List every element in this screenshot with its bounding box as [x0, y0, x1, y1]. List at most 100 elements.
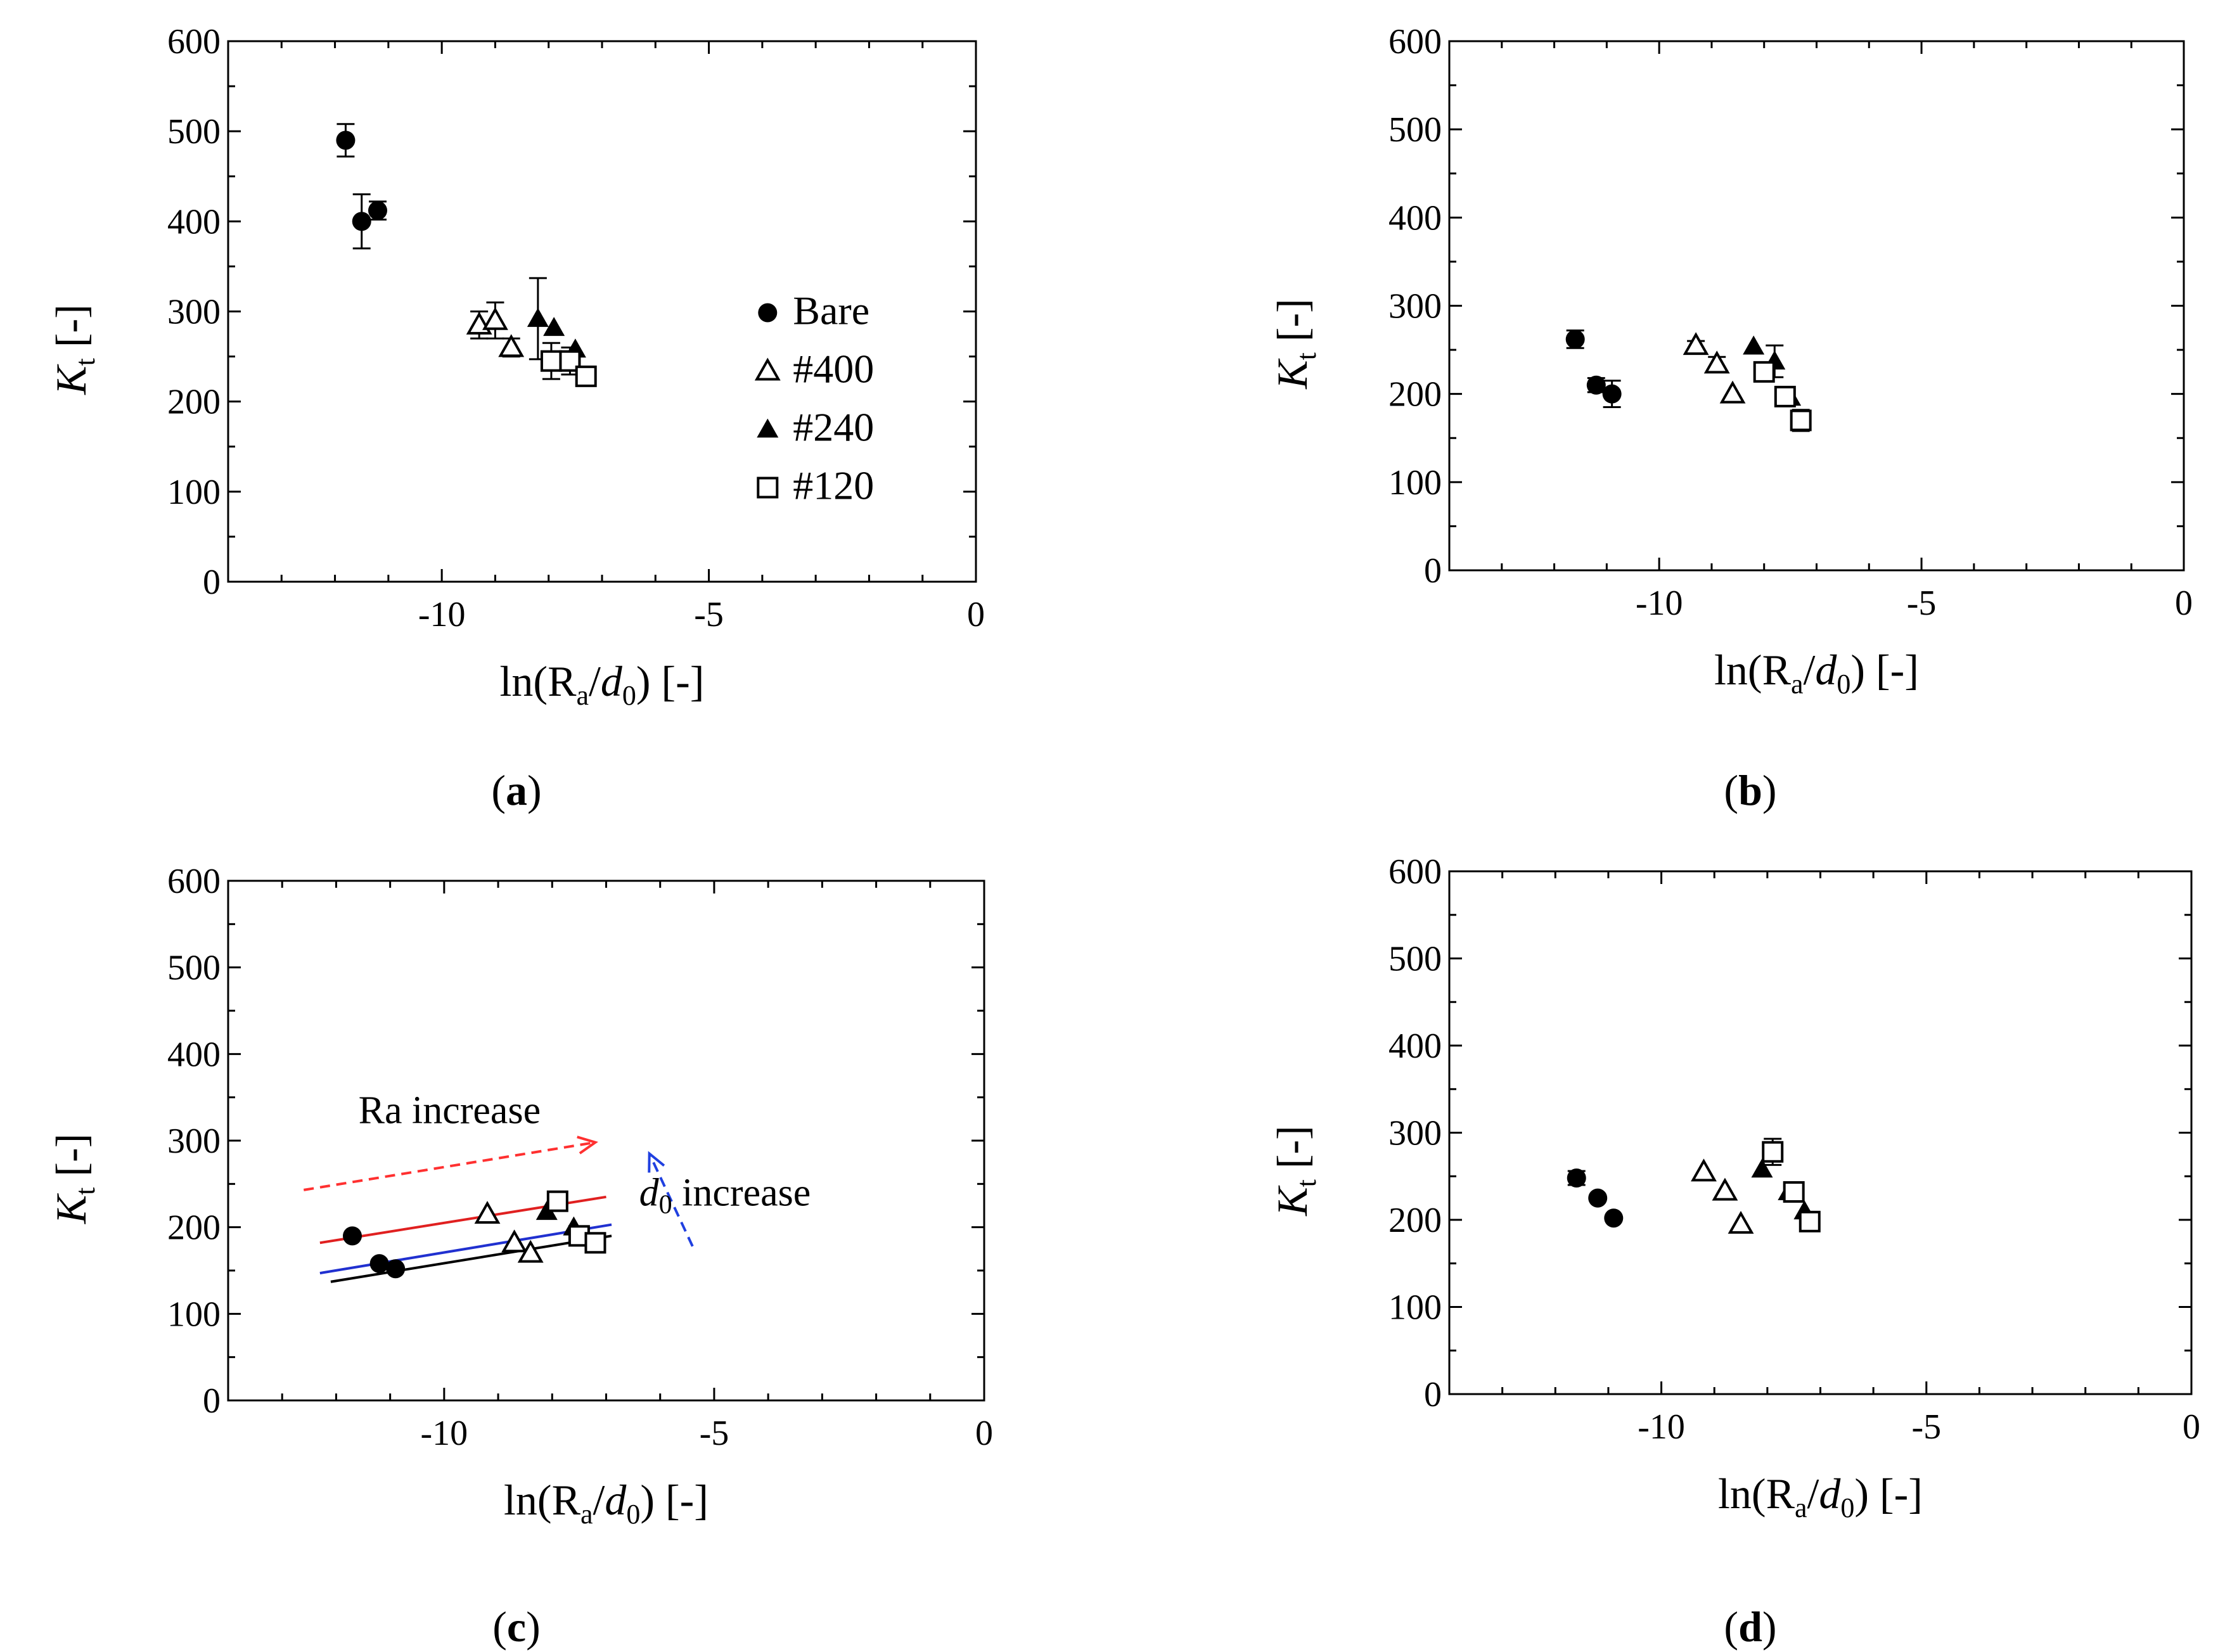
- data-point: [482, 307, 508, 330]
- data-point: [1762, 1141, 1784, 1163]
- x-tick-label: -10: [1636, 584, 1683, 623]
- x-tick-label: -5: [694, 595, 724, 634]
- data-point: [1703, 350, 1730, 374]
- legend-entry: Bare: [758, 288, 869, 333]
- legend: Bare #400 #240 #120: [754, 288, 874, 508]
- series-grit-120: [1753, 361, 1812, 432]
- x-axis-title: ln(Ra/d0) [-]: [1718, 1470, 1923, 1523]
- data-point: [546, 1190, 568, 1212]
- data-point: [386, 1259, 406, 1279]
- y-tick-label: 300: [1388, 287, 1442, 326]
- ra-increase-label: Ra increase: [359, 1089, 541, 1132]
- series-grit-400: [466, 301, 525, 358]
- y-tick-label: 500: [167, 112, 221, 151]
- blue-fit-line: [319, 1223, 612, 1275]
- data-point: [1588, 1188, 1608, 1208]
- ra-increase-arrow: [303, 1136, 598, 1191]
- y-tick-label: 200: [1388, 375, 1442, 414]
- black-fit-line: [330, 1234, 612, 1283]
- series-grit-400: [1683, 332, 1746, 404]
- y-tick-label: 200: [167, 1208, 221, 1248]
- series-bare: [1565, 329, 1622, 409]
- y-tick-label: 600: [1388, 22, 1442, 61]
- legend-entry: #400: [754, 347, 874, 392]
- x-tick-label: 0: [975, 1414, 993, 1453]
- data-point: [1712, 1177, 1738, 1201]
- y-tick-label: 400: [1388, 198, 1442, 238]
- y-tick-label: 500: [1388, 940, 1442, 979]
- data-point: [1799, 1210, 1821, 1233]
- x-axis-title: ln(Ra/d0) [-]: [500, 657, 705, 711]
- arrow-head: [577, 1136, 598, 1155]
- data-point: [543, 317, 565, 336]
- y-tick-label: 100: [167, 1295, 221, 1334]
- data-point: [1691, 1158, 1717, 1182]
- series-bare: [1567, 1169, 1624, 1228]
- d0-increase-label: d0 increase: [639, 1172, 811, 1220]
- data-point: [1602, 384, 1622, 404]
- series-bare: [342, 1226, 406, 1279]
- y-tick-label: 200: [1388, 1201, 1442, 1240]
- series-grit-120: [1762, 1137, 1821, 1233]
- legend-label: #120: [793, 463, 874, 508]
- data-point: [517, 1239, 544, 1263]
- legend-marker: [758, 303, 778, 323]
- x-tick-label: -10: [421, 1414, 468, 1453]
- data-point: [1774, 385, 1796, 407]
- data-point: [1683, 332, 1709, 355]
- legend-entry: #240: [757, 405, 874, 450]
- data-point: [1753, 361, 1775, 383]
- y-tick-label: 100: [1388, 463, 1442, 503]
- y-tick-label: 400: [167, 202, 221, 241]
- plot-frame: [1448, 870, 2193, 1395]
- plot-frame: [227, 880, 985, 1402]
- data-point: [540, 350, 562, 372]
- panel-label-b: (b): [1724, 766, 1776, 814]
- data-point: [1719, 380, 1746, 404]
- y-axis-title: Kt [-]: [1268, 298, 1322, 390]
- y-tick-label: 500: [167, 949, 221, 988]
- y-tick-label: 0: [203, 1381, 221, 1421]
- data-point: [342, 1226, 362, 1246]
- y-tick-label: 600: [167, 22, 221, 61]
- data-point: [1604, 1208, 1624, 1228]
- arrow-shaft: [648, 1153, 694, 1247]
- panel-label-c: (c): [492, 1603, 541, 1651]
- data-point: [1783, 1181, 1805, 1203]
- series-grit-120: [540, 342, 597, 387]
- y-tick-label: 0: [203, 563, 221, 602]
- data-point: [1728, 1210, 1754, 1234]
- panel-label-a: (a): [491, 766, 541, 814]
- chart-panel-c: 0 100 200 300 400 500 600 -10 -5 0 ln(Ra/d0) [-] Kt…: [47, 862, 993, 1530]
- y-tick-label: 300: [167, 1122, 221, 1161]
- d0-increase-arrow: [648, 1151, 694, 1247]
- y-tick-label: 300: [167, 293, 221, 332]
- x-tick-label: 0: [2175, 584, 2193, 623]
- data-point: [352, 212, 371, 231]
- data-point: [368, 201, 387, 221]
- x-tick-label: 0: [967, 595, 985, 634]
- data-point: [1567, 1169, 1586, 1188]
- y-tick-label: 500: [1388, 110, 1442, 150]
- series-bare: [336, 123, 387, 250]
- plot-frame: [1448, 40, 2185, 572]
- y-axis-title: Kt [-]: [47, 1134, 101, 1225]
- x-tick-label: -5: [1911, 1407, 1941, 1447]
- y-tick-label: 100: [167, 473, 221, 512]
- data-point: [535, 1201, 558, 1220]
- chart-panel-a: 0 100 200 300 400 500 600 -10 -5 0 ln(Ra/d0) [-] Kt…: [47, 22, 985, 711]
- data-point: [369, 1254, 389, 1274]
- data-point: [1790, 409, 1812, 432]
- legend-marker: [757, 477, 779, 499]
- data-point: [1743, 335, 1765, 355]
- data-point: [1565, 330, 1585, 349]
- data-point: [1586, 375, 1606, 395]
- data-point: [336, 131, 356, 150]
- panel-label-d: (d): [1724, 1603, 1776, 1651]
- legend-label: Bare: [793, 288, 869, 333]
- data-point: [584, 1232, 606, 1254]
- arrow-head: [648, 1151, 665, 1173]
- x-tick-label: 0: [2183, 1407, 2200, 1447]
- y-tick-label: 100: [1388, 1288, 1442, 1328]
